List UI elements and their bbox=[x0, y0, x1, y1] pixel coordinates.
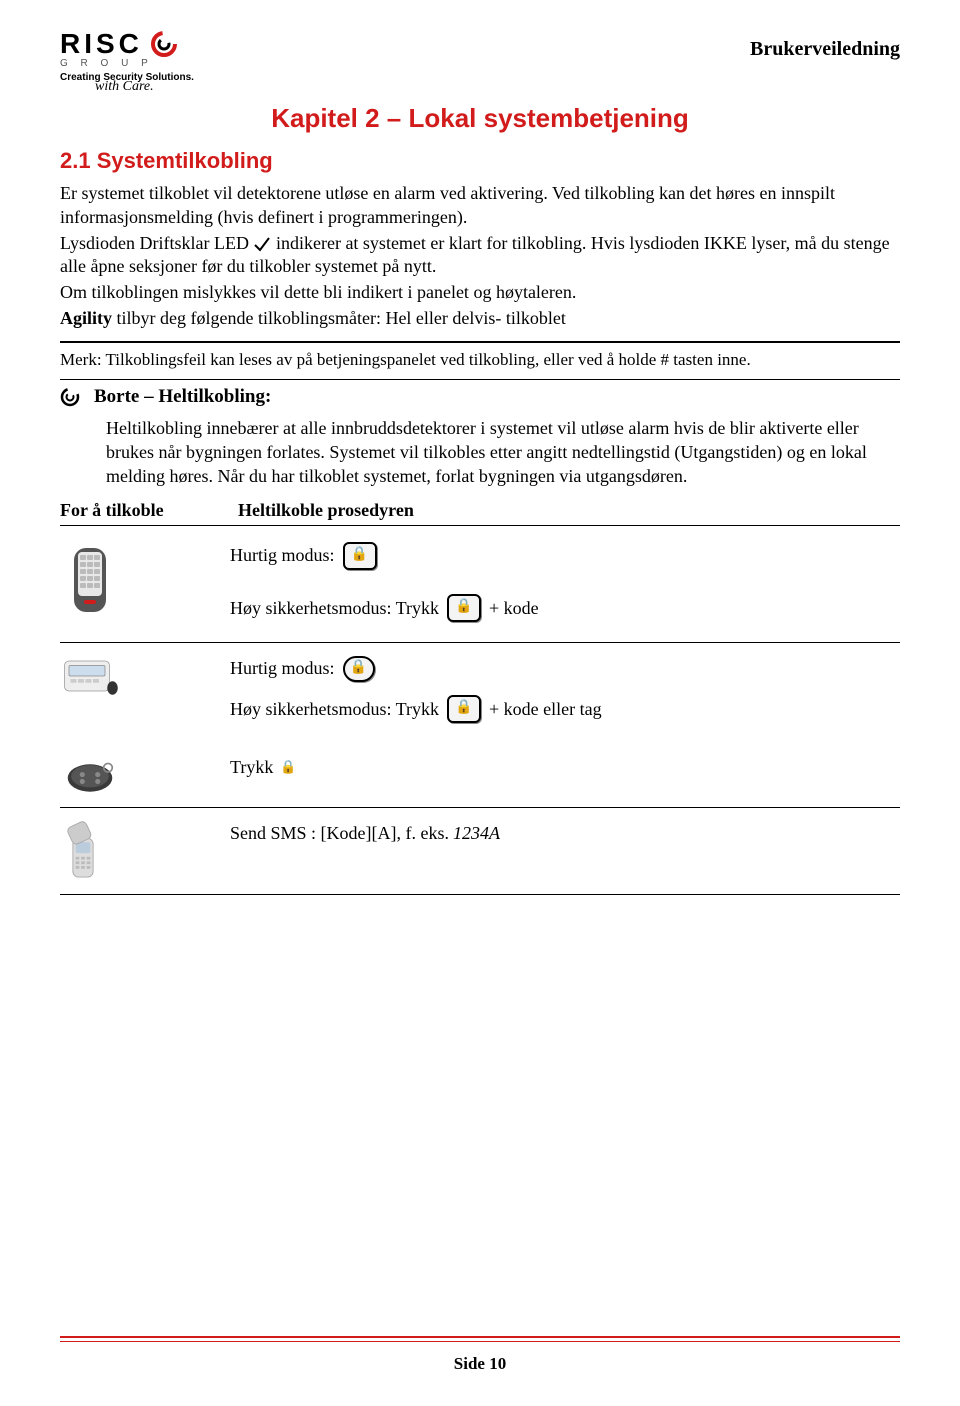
device-remote-icon bbox=[60, 538, 230, 632]
doc-title: Brukerveiledning bbox=[750, 38, 900, 61]
para-2a: Lysdioden Driftsklar LED bbox=[60, 233, 253, 253]
proc-text: Trykk bbox=[230, 750, 273, 784]
proc-text: Send SMS : [Kode][A], f. eks. bbox=[230, 816, 449, 850]
page-number: Side 10 bbox=[0, 1354, 960, 1374]
footer-rule bbox=[60, 1336, 900, 1338]
proc-line: Høy sikkerhetsmodus: Trykk 🔒 + kode elle… bbox=[230, 692, 900, 726]
note-text: : Tilkoblingsfeil kan leses av på betjen… bbox=[97, 350, 751, 369]
proc-row-phone: Send SMS : [Kode][A], f. eks. 1234A bbox=[60, 808, 900, 895]
lock-button-round-icon: 🔒 bbox=[343, 656, 375, 682]
chapter-title: Kapitel 2 – Lokal systembetjening bbox=[60, 103, 900, 134]
proc-row-remote: Hurtig modus: 🔒 Høy sikkerhetsmodus: Try… bbox=[60, 530, 900, 643]
divider bbox=[60, 379, 900, 380]
note-line: Merk: Tilkoblingsfeil kan leses av på be… bbox=[60, 349, 900, 371]
proc-text: Hurtig modus: bbox=[230, 651, 335, 685]
page-header: RISC G R O U P Creating Security Solutio… bbox=[60, 28, 900, 95]
proc-text: Høy sikkerhetsmodus: Trykk bbox=[230, 591, 439, 625]
para-4-rest: tilbyr deg følgende tilkoblingsmåter: He… bbox=[112, 308, 566, 328]
borte-title: Borte – Heltilkobling: bbox=[94, 386, 271, 408]
logo-text: RISC bbox=[60, 28, 143, 60]
proc-text-italic: 1234A bbox=[453, 816, 500, 850]
divider bbox=[60, 341, 900, 343]
procedure-table: Hurtig modus: 🔒 Høy sikkerhetsmodus: Try… bbox=[60, 530, 900, 895]
para-3: Om tilkoblingen mislykkes vil dette bli … bbox=[60, 281, 900, 305]
swirl-icon bbox=[149, 29, 179, 59]
tagline-script: with Care. bbox=[95, 79, 194, 95]
procedure-header: For å tilkoble Heltilkoble prosedyren bbox=[60, 500, 900, 521]
proc-text: + kode bbox=[489, 591, 539, 625]
logo-block: RISC G R O U P Creating Security Solutio… bbox=[60, 28, 194, 95]
device-keyfob-icon bbox=[60, 750, 230, 797]
proc-line: Hurtig modus: 🔒 bbox=[230, 651, 900, 685]
lock-button-icon: 🔒 bbox=[447, 594, 481, 622]
para-2: Lysdioden Driftsklar LED indikerer at sy… bbox=[60, 232, 900, 280]
proc-text: + kode eller tag bbox=[489, 692, 602, 726]
logo-subtitle: G R O U P bbox=[60, 58, 194, 69]
device-phone-icon bbox=[60, 816, 230, 884]
device-panel-icon bbox=[60, 651, 230, 700]
lock-button-icon: 🔒 bbox=[343, 542, 377, 570]
small-lock-icon: 🔒 bbox=[280, 755, 296, 780]
proc-text: Hurtig modus: bbox=[230, 538, 335, 572]
footer-rule bbox=[60, 1341, 900, 1342]
note-label: Merk bbox=[60, 350, 97, 369]
para-4-bold: Agility bbox=[60, 308, 112, 328]
proc-row-panel: Hurtig modus: 🔒 Høy sikkerhetsmodus: Try… bbox=[60, 643, 900, 741]
proc-line: Send SMS : [Kode][A], f. eks. 1234A bbox=[230, 816, 900, 850]
para-1: Er systemet tilkoblet vil detektorene ut… bbox=[60, 182, 900, 230]
swirl-bullet-icon bbox=[60, 387, 80, 407]
proc-line: Hurtig modus: 🔒 bbox=[230, 538, 900, 572]
proc-text: Høy sikkerhetsmodus: Trykk bbox=[230, 692, 439, 726]
lock-button-icon: 🔒 bbox=[447, 695, 481, 723]
borte-heading-row: Borte – Heltilkobling: bbox=[60, 386, 900, 408]
proc-col1-header: For å tilkoble bbox=[60, 500, 210, 521]
proc-line: Trykk 🔒 bbox=[230, 750, 900, 784]
para-4: Agility tilbyr deg følgende tilkoblingsm… bbox=[60, 307, 900, 331]
divider bbox=[60, 525, 900, 526]
section-heading: 2.1 Systemtilkobling bbox=[60, 148, 900, 174]
check-icon bbox=[253, 235, 271, 253]
proc-col2-header: Heltilkoble prosedyren bbox=[238, 500, 414, 521]
proc-row-keyfob: Trykk 🔒 bbox=[60, 742, 900, 808]
proc-line: Høy sikkerhetsmodus: Trykk 🔒 + kode bbox=[230, 591, 900, 625]
borte-body: Heltilkobling innebærer at alle innbrudd… bbox=[106, 416, 900, 489]
